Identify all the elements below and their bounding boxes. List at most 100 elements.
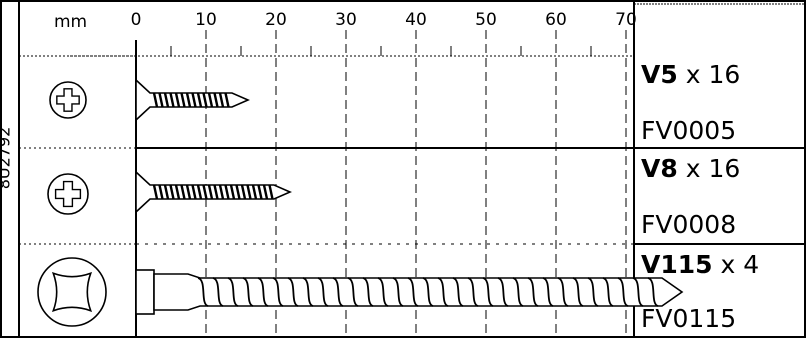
- thread: [174, 184, 181, 200]
- item-code-v5: V5 x 16: [641, 60, 740, 89]
- scale-tick-label: 50: [475, 10, 497, 30]
- thread: [196, 184, 203, 200]
- thread: [213, 184, 219, 200]
- thread: [587, 277, 599, 307]
- thread: [407, 277, 419, 307]
- screw-threads: [152, 184, 274, 200]
- thread: [227, 277, 239, 307]
- ruler: [70, 46, 634, 57]
- thread: [617, 277, 629, 307]
- thread: [196, 92, 203, 108]
- scale-tick-label: 20: [265, 10, 287, 30]
- thread: [163, 92, 170, 108]
- scale-tick-label: 60: [545, 10, 567, 30]
- item-quantity: x 4: [720, 250, 760, 279]
- thread: [158, 92, 164, 108]
- thread: [152, 184, 159, 200]
- head-outline: [49, 81, 87, 119]
- head-icons: [37, 81, 107, 327]
- head-outline: [47, 173, 89, 215]
- thread: [347, 277, 359, 307]
- scale-tick-label: 0: [130, 10, 142, 30]
- thread: [392, 277, 404, 307]
- item-code-text: V5: [641, 60, 678, 89]
- thread: [542, 277, 554, 307]
- thread: [174, 92, 181, 108]
- thread: [302, 277, 314, 307]
- item-code-text: V115: [641, 250, 713, 279]
- thread: [437, 277, 449, 307]
- thread: [180, 184, 186, 200]
- thread: [452, 277, 464, 307]
- thread: [251, 184, 258, 200]
- thread: [202, 184, 208, 200]
- thread: [257, 277, 269, 307]
- thread: [422, 277, 434, 307]
- item-quantity: x 16: [685, 60, 741, 89]
- thread: [207, 92, 214, 108]
- thread: [362, 277, 374, 307]
- thread: [527, 277, 539, 307]
- thread: [212, 277, 224, 307]
- screw-threads: [152, 92, 230, 108]
- thread: [632, 277, 644, 307]
- item-code-text: V8: [641, 154, 678, 183]
- thread: [497, 277, 509, 307]
- thread: [185, 184, 192, 200]
- thread: [152, 92, 159, 108]
- scale-tick-label: 40: [405, 10, 427, 30]
- thread: [602, 277, 614, 307]
- thread: [213, 92, 219, 108]
- screw-outline: [135, 78, 250, 122]
- thread: [262, 184, 269, 200]
- square-recess: [51, 271, 93, 313]
- thread: [191, 92, 197, 108]
- head-square-drive-icon: [37, 257, 107, 327]
- cross-recess: [54, 180, 82, 208]
- thread: [467, 277, 479, 307]
- thread: [202, 92, 208, 108]
- screw-v8: [135, 170, 292, 214]
- head-cross-icon: [49, 81, 87, 119]
- scale-tick-label: 10: [195, 10, 217, 30]
- head-cross-icon: [47, 173, 89, 215]
- part-number-fv0005: FV0005: [641, 116, 737, 145]
- thread: [185, 92, 192, 108]
- cross-recess: [56, 88, 80, 112]
- part-number-fv0115: FV0115: [641, 304, 737, 333]
- thread: [224, 92, 230, 108]
- thread: [169, 184, 175, 200]
- thread: [557, 277, 569, 307]
- screw-v115: [135, 269, 684, 315]
- thread: [191, 184, 197, 200]
- thread: [235, 184, 241, 200]
- thread: [332, 277, 344, 307]
- thread: [377, 277, 389, 307]
- screw-v5: [135, 78, 250, 122]
- thread: [207, 184, 214, 200]
- thread: [169, 92, 175, 108]
- doc-reference: 8U2792: [0, 126, 14, 190]
- thread: [218, 184, 225, 200]
- scale-tick-label: 30: [335, 10, 357, 30]
- item-code-v8: V8 x 16: [641, 154, 740, 183]
- thread: [647, 277, 659, 307]
- thread: [268, 184, 274, 200]
- head-outline: [37, 257, 107, 327]
- screws: [135, 78, 684, 315]
- thread: [242, 277, 254, 307]
- thread: [512, 277, 524, 307]
- thread: [572, 277, 584, 307]
- thread: [246, 184, 252, 200]
- thread: [240, 184, 247, 200]
- thread: [163, 184, 170, 200]
- screw-head: [135, 269, 155, 315]
- screw-threads: [197, 277, 659, 307]
- thread: [482, 277, 494, 307]
- item-code-v115: V115 x 4: [641, 250, 759, 279]
- thread: [224, 184, 230, 200]
- thread: [257, 184, 263, 200]
- thread: [287, 277, 299, 307]
